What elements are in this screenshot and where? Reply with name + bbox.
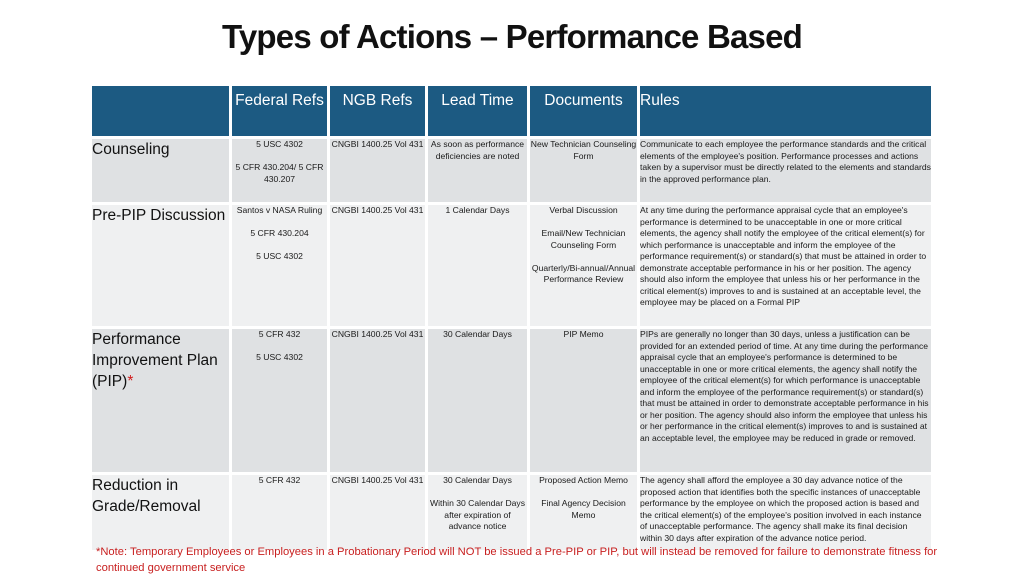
lead-time: 1 Calendar Days xyxy=(445,205,510,215)
ngb-ref: CNGBI 1400.25 Vol 431 xyxy=(331,475,424,485)
table-row: Counseling 5 USC 4302 5 CFR 430.204/ 5 C… xyxy=(89,136,934,205)
document: Final Agency Decision Memo xyxy=(541,498,626,520)
documents-cell: PIP Memo xyxy=(527,326,640,475)
header-lead-time: Lead Time xyxy=(425,83,530,139)
table-row: Performance Improvement Plan (PIP)* 5 CF… xyxy=(89,326,934,475)
action-type: Counseling xyxy=(89,136,232,205)
document: PIP Memo xyxy=(563,329,604,339)
federal-ref: 5 USC 4302 xyxy=(256,352,303,362)
action-type: Reduction in Grade/Removal xyxy=(89,472,232,553)
ngb-ref: CNGBI 1400.25 Vol 431 xyxy=(331,205,424,215)
page-title: Types of Actions – Performance Based xyxy=(221,18,803,55)
table-row: Pre-PIP Discussion Santos v NASA Ruling … xyxy=(89,202,934,329)
document: New Technician Counseling Form xyxy=(530,139,637,161)
rules-cell: Communicate to each employee the perform… xyxy=(637,136,934,205)
rules-cell: The agency shall afford the employee a 3… xyxy=(637,472,934,553)
ngb-refs-cell: CNGBI 1400.25 Vol 431 xyxy=(327,202,428,329)
federal-refs-cell: 5 USC 4302 5 CFR 430.204/ 5 CFR 430.207 xyxy=(229,136,330,205)
table-row: Reduction in Grade/Removal 5 CFR 432 CNG… xyxy=(89,472,934,553)
header-documents: Documents xyxy=(527,83,640,139)
ngb-refs-cell: CNGBI 1400.25 Vol 431 xyxy=(327,472,428,553)
action-type: Pre-PIP Discussion xyxy=(89,202,232,329)
federal-ref: 5 CFR 430.204/ 5 CFR 430.207 xyxy=(235,162,324,184)
header-ngb-refs: NGB Refs xyxy=(327,83,428,139)
federal-ref: 5 CFR 432 xyxy=(258,329,301,339)
lead-time-cell: 30 Calendar Days Within 30 Calendar Days… xyxy=(425,472,530,553)
lead-time: Within 30 Calendar Days after expiration… xyxy=(429,498,526,531)
federal-refs-cell: 5 CFR 432 5 USC 4302 xyxy=(229,326,330,475)
ngb-refs-cell: CNGBI 1400.25 Vol 431 xyxy=(327,326,428,475)
federal-ref: 5 CFR 430.204 xyxy=(250,228,309,238)
federal-ref: 5 CFR 432 xyxy=(258,475,301,485)
footnote: *Note: Temporary Employees or Employees … xyxy=(96,546,938,574)
federal-refs-cell: Santos v NASA Ruling 5 CFR 430.204 5 USC… xyxy=(229,202,330,329)
documents-cell: Proposed Action Memo Final Agency Decisi… xyxy=(527,472,640,553)
document: Quarterly/Bi-annual/Annual Performance R… xyxy=(531,262,636,285)
action-type: Performance Improvement Plan (PIP)* xyxy=(89,326,232,475)
lead-time: 30 Calendar Days xyxy=(443,475,512,485)
federal-ref: 5 USC 4302 xyxy=(256,139,303,149)
header-type xyxy=(89,83,232,139)
document: Verbal Discussion xyxy=(549,205,618,215)
document: Proposed Action Memo xyxy=(539,475,628,485)
header-federal-refs: Federal Refs xyxy=(229,83,330,139)
table-header-row: Federal Refs NGB Refs Lead Time Document… xyxy=(89,83,934,139)
lead-time: 30 Calendar Days xyxy=(443,329,512,339)
federal-refs-cell: 5 CFR 432 xyxy=(229,472,330,553)
document: Email/New Technician Counseling Form xyxy=(541,228,626,250)
ngb-ref: CNGBI 1400.25 Vol 431 xyxy=(331,139,424,149)
header-rules: Rules xyxy=(637,83,934,139)
note-asterisk: * xyxy=(127,373,134,390)
lead-time-cell: 30 Calendar Days xyxy=(425,326,530,475)
rules-cell: PIPs are generally no longer than 30 day… xyxy=(637,326,934,475)
actions-table: Federal Refs NGB Refs Lead Time Document… xyxy=(89,83,934,553)
lead-time-cell: 1 Calendar Days xyxy=(425,202,530,329)
ngb-refs-cell: CNGBI 1400.25 Vol 431 xyxy=(327,136,428,205)
lead-time: As soon as performance deficiencies are … xyxy=(430,139,525,161)
ngb-ref: CNGBI 1400.25 Vol 431 xyxy=(331,329,424,339)
federal-ref: Santos v NASA Ruling xyxy=(236,205,323,215)
federal-ref: 5 USC 4302 xyxy=(256,251,303,261)
documents-cell: New Technician Counseling Form xyxy=(527,136,640,205)
documents-cell: Verbal Discussion Email/New Technician C… xyxy=(527,202,640,329)
rules-cell: At any time during the performance appra… xyxy=(637,202,934,329)
lead-time-cell: As soon as performance deficiencies are … xyxy=(425,136,530,205)
